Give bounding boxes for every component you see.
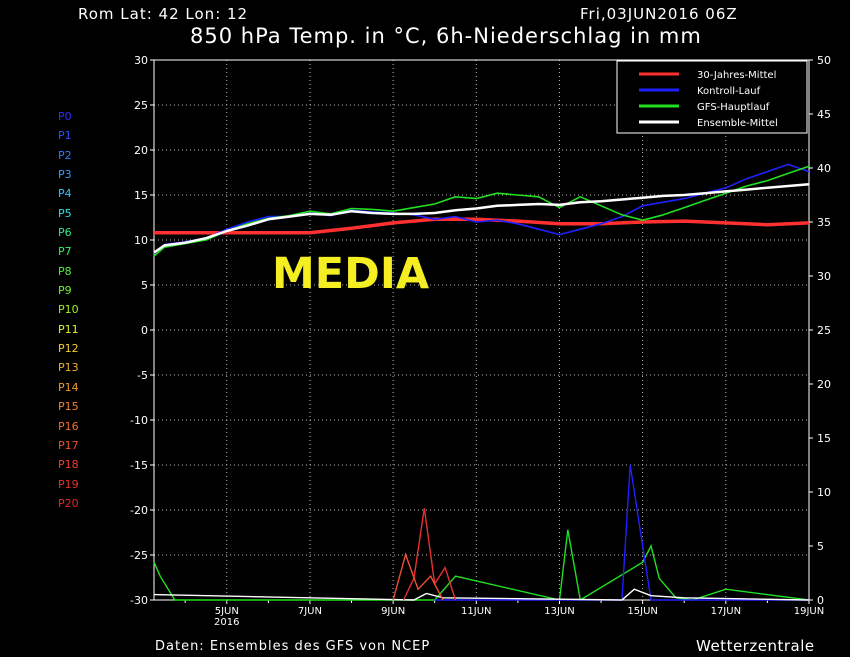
member-label: P5	[58, 206, 72, 220]
x-tick-label: 7JUN	[298, 606, 322, 617]
x-tick-label: 11JUN	[461, 606, 491, 617]
y-right-tick-label: 50	[817, 54, 831, 67]
y-left-tick-label: 20	[134, 144, 148, 157]
legend-label: GFS-Hauptlauf	[697, 102, 770, 113]
member-label: P2	[58, 148, 72, 162]
legend: 30-Jahres-Mittel Kontroll-Lauf GFS-Hauptla…	[616, 60, 808, 134]
y-right-tick-label: 45	[817, 108, 831, 121]
y-left-tick-label: 0	[141, 324, 148, 337]
y-right-tick-label: 30	[817, 270, 831, 283]
legend-label: Ensemble-Mittel	[697, 118, 778, 129]
brand-label: Wetterzentrale	[696, 637, 815, 655]
member-label: P16	[58, 419, 79, 433]
y-right-tick-label: 40	[817, 162, 831, 175]
member-label: P3	[58, 168, 72, 182]
y-left-tick-label: 10	[134, 234, 148, 247]
y-left-tick-label: -10	[130, 414, 148, 427]
temperature-line	[153, 182, 810, 254]
y-left-tick-label: -20	[130, 504, 148, 517]
y-right-tick-label: 25	[817, 324, 831, 337]
series	[153, 163, 810, 602]
y-left-tick-label: -5	[137, 369, 148, 382]
y-right-tick-label: 35	[817, 216, 831, 229]
member-label: P4	[58, 187, 72, 201]
member-label: P19	[58, 477, 79, 491]
precip-line	[153, 588, 810, 601]
x-tick-label: 17JUN	[711, 606, 741, 617]
y-left-tick-label: 30	[134, 54, 148, 67]
data-source-label: Daten: Ensembles des GFS von NCEP	[155, 639, 431, 654]
x-tick-label: 13JUN	[544, 606, 574, 617]
legend-label: 30-Jahres-Mittel	[697, 70, 776, 81]
member-label: P8	[58, 264, 72, 278]
grid	[154, 60, 809, 600]
member-label: P15	[58, 400, 79, 414]
chart-title: 850 hPa Temp. in °C, 6h-Niederschlag in …	[190, 24, 702, 48]
x-tick-label: 15JUN	[627, 606, 657, 617]
member-label: P0	[58, 110, 72, 123]
member-label: P20	[58, 496, 79, 510]
y-left-tick-label: 25	[134, 99, 148, 112]
y-right-tick-label: 10	[817, 486, 831, 499]
legend-label: Kontroll-Lauf	[697, 86, 761, 97]
axes: 302520151050-5-10-15-20-25-3050454035302…	[130, 54, 831, 628]
member-label: P11	[58, 322, 79, 336]
y-left-tick-label: 5	[141, 279, 148, 292]
x-tick-label: 9JUN	[381, 606, 405, 617]
temperature-line	[153, 165, 810, 257]
member-label: P17	[58, 438, 79, 452]
y-right-tick-label: 20	[817, 378, 831, 391]
y-left-tick-label: 15	[134, 189, 148, 202]
media-watermark: MEDIA	[272, 249, 430, 299]
member-label: P7	[58, 245, 72, 259]
precip-line	[434, 464, 809, 601]
member-label: P10	[58, 303, 79, 317]
y-left-tick-label: -30	[130, 594, 148, 607]
y-left-tick-label: -25	[130, 549, 148, 562]
member-label: P18	[58, 458, 79, 472]
location-label: Rom Lat: 42 Lon: 12	[78, 5, 249, 23]
x-tick-label: 19JUN	[794, 606, 824, 617]
x-tick-label: 5JUN	[215, 606, 239, 617]
y-right-tick-label: 0	[817, 594, 824, 607]
member-label: P1	[58, 129, 72, 143]
member-label: P14	[58, 380, 79, 394]
member-label: P13	[58, 361, 79, 375]
y-left-tick-label: -15	[130, 459, 148, 472]
y-right-tick-label: 15	[817, 432, 831, 445]
precip-line	[392, 552, 444, 601]
member-label: P9	[58, 284, 72, 298]
ensemble-member-list: P0 P1 P2 P3 P4 P5 P6 P7 P8 P9 P10 P11 P12 P13 P14 P15 P1…	[58, 110, 79, 516]
precip-line	[402, 508, 457, 601]
member-label: P6	[58, 226, 72, 240]
precip-line	[153, 529, 810, 602]
member-label: P12	[58, 342, 79, 356]
y-right-tick-label: 5	[817, 540, 824, 553]
x-tick-sublabel: 2016	[214, 617, 239, 628]
run-date-label: Fri,03JUN2016 06Z	[580, 5, 738, 23]
